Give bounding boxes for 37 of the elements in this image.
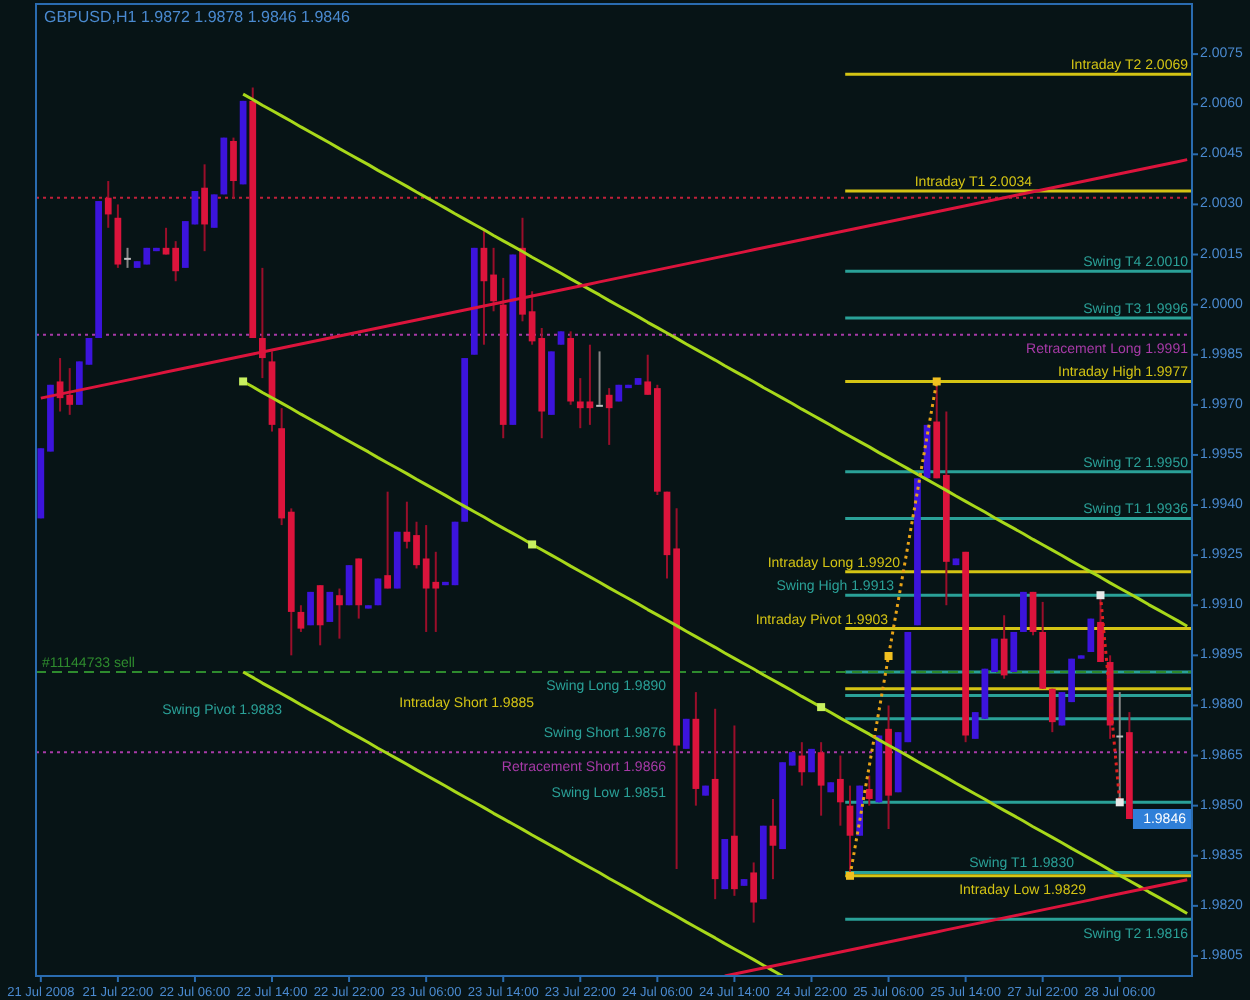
candlestick (837, 754, 844, 827)
line-series (241, 670, 785, 976)
candlestick (210, 193, 218, 229)
point (239, 377, 248, 386)
candlestick (682, 717, 690, 750)
candlestick (1097, 594, 1104, 664)
point (846, 871, 855, 880)
point (817, 703, 826, 712)
candlestick (336, 587, 343, 640)
line-series (241, 92, 1189, 628)
candlestick (114, 203, 122, 269)
candlestick (1000, 614, 1008, 680)
candlestick (1020, 590, 1027, 633)
candlestick (865, 774, 873, 807)
candlestick (605, 387, 613, 446)
candlestick (124, 246, 131, 269)
point (528, 540, 537, 549)
line-series (723, 878, 1189, 976)
point (884, 652, 893, 661)
point (932, 377, 941, 386)
point (1115, 798, 1124, 807)
candlestick (798, 741, 806, 787)
candlestick (596, 350, 603, 407)
candlestick (230, 136, 237, 199)
chart-title: GBPUSD,H1 1.9872 1.9878 1.9846 1.9846 (44, 8, 352, 26)
candlestick (817, 741, 825, 817)
candlestick (1048, 687, 1056, 734)
candlestick (201, 163, 208, 253)
candlestick (316, 584, 324, 647)
candlestick (326, 590, 334, 623)
candlestick (355, 557, 363, 620)
candlestick (384, 490, 391, 590)
candlestick (104, 180, 112, 229)
candlestick (297, 604, 305, 633)
point (1096, 591, 1105, 600)
candlestick (750, 861, 758, 924)
line-series (241, 379, 1189, 916)
